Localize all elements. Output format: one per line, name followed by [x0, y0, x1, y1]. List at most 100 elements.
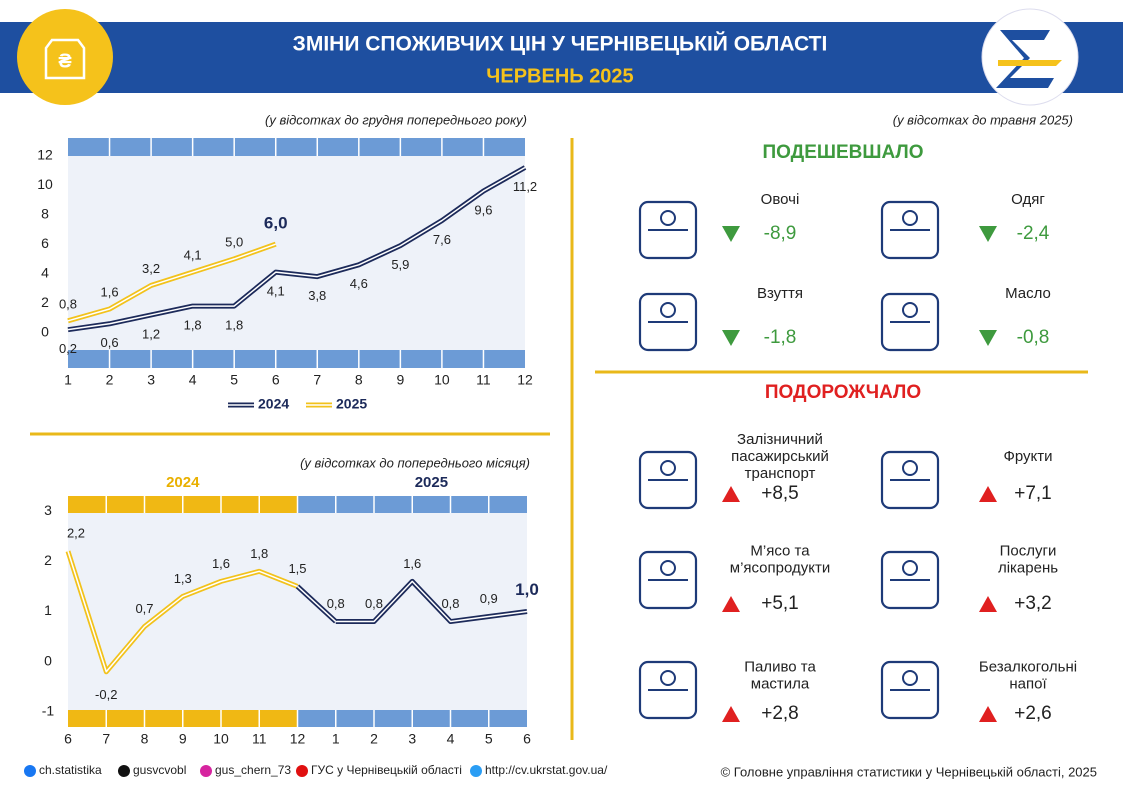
social-icon	[470, 765, 482, 777]
legend-label: 2024	[258, 396, 289, 412]
x-tick-label: 12	[517, 372, 533, 388]
data-label: 1,8	[184, 318, 202, 333]
item-icon	[638, 292, 698, 352]
data-label: 5,9	[391, 257, 409, 272]
item-name: Овочі	[761, 191, 800, 208]
hryvnia: ₴	[58, 50, 71, 72]
x-tick-label: 2	[370, 731, 378, 747]
item-icon	[638, 550, 698, 610]
series-line-highlight	[67, 243, 276, 322]
data-label: 9,6	[474, 203, 492, 218]
y-tick-label: 0	[41, 323, 49, 339]
y-tick-label: 8	[41, 205, 49, 221]
x-tick-label: 2	[106, 372, 114, 388]
section-title: ПОДОРОЖЧАЛО	[765, 382, 921, 403]
item-icon-detail	[902, 302, 918, 318]
trend-arrow	[979, 706, 997, 722]
x-tick-label: 11	[252, 731, 267, 747]
logo-stripe	[998, 60, 1062, 66]
data-label: 1,2	[142, 326, 160, 341]
data-label: 0,7	[135, 601, 153, 616]
header-band	[0, 22, 1123, 93]
item-icon-detail	[660, 560, 676, 576]
plot-area	[68, 138, 525, 368]
data-label: 1,8	[250, 546, 268, 561]
item-icon-detail	[660, 210, 676, 226]
trend-arrow	[722, 596, 740, 612]
trend-arrow	[722, 486, 740, 502]
trend-arrow	[979, 486, 997, 502]
footer-link: ГУС у Чернівецькій області	[311, 763, 462, 777]
item-name: Паливо та	[744, 658, 816, 675]
legend-label: 2025	[336, 396, 367, 412]
subtitle: ЧЕРВЕНЬ 2025	[486, 65, 633, 87]
data-label: 1,5	[288, 561, 306, 576]
x-tick-label: 10	[213, 731, 229, 747]
item-value: +7,1	[1014, 483, 1052, 504]
item-name: лікарень	[998, 559, 1058, 576]
x-tick-label: 4	[447, 731, 455, 747]
item-value: +8,5	[761, 483, 799, 504]
data-label: 4,1	[267, 284, 285, 299]
data-label: 5,0	[225, 234, 243, 249]
x-tick-label: 6	[272, 372, 280, 388]
item-name: Залізничний	[737, 431, 823, 448]
series-line-highlight	[335, 580, 528, 623]
y-tick-label: 3	[44, 502, 52, 518]
data-label: 3,8	[308, 288, 326, 303]
header-icon	[17, 9, 113, 105]
y-tick-label: -1	[42, 703, 55, 719]
item-icon-detail	[660, 670, 676, 686]
item-name: Послуги	[1000, 542, 1057, 559]
x-tick-label: 8	[355, 372, 363, 388]
x-tick-label: 1	[64, 372, 72, 388]
data-label: 1,3	[174, 571, 192, 586]
connector-highlight	[296, 585, 337, 623]
data-label: 6,0	[264, 214, 288, 233]
item-icon	[880, 550, 940, 610]
y-tick-label: 2	[41, 294, 49, 310]
item-icon-detail	[660, 460, 676, 476]
trend-arrow	[722, 330, 740, 346]
item-icon	[638, 660, 698, 720]
data-label: 1,6	[101, 284, 119, 299]
item-name: м’ясопродукти	[730, 559, 831, 576]
x-tick-label: 10	[434, 372, 450, 388]
item-icon-detail	[660, 302, 676, 318]
x-tick-label: 1	[332, 731, 340, 747]
x-tick-label: 9	[396, 372, 404, 388]
data-label: 0,2	[59, 341, 77, 356]
x-tick-label: 3	[408, 731, 416, 747]
x-tick-label: 11	[476, 372, 491, 388]
x-tick-label: 6	[64, 731, 72, 747]
data-label: 0,8	[59, 296, 77, 311]
series-line-highlight	[67, 166, 526, 331]
item-name: Взуття	[757, 285, 803, 302]
data-label: 0,8	[365, 596, 383, 611]
item-value: +5,1	[761, 593, 799, 614]
x-tick-label: 7	[102, 731, 110, 747]
item-icon	[880, 660, 940, 720]
data-label: 1,8	[225, 318, 243, 333]
trend-arrow	[979, 596, 997, 612]
data-label: 11,2	[513, 179, 537, 194]
series-line-highlight	[67, 551, 298, 673]
item-value: -0,8	[1017, 327, 1050, 348]
item-name: пасажирський	[731, 448, 829, 465]
item-value: +2,6	[1014, 703, 1052, 724]
x-tick-label: 4	[189, 372, 197, 388]
data-label: 3,2	[142, 261, 160, 276]
item-icon	[638, 200, 698, 260]
panel-note: (у відсотках до травня 2025)	[893, 112, 1073, 127]
item-name: напої	[1009, 675, 1047, 692]
y-tick-label: 12	[37, 146, 53, 162]
social-icon	[296, 765, 308, 777]
x-tick-label: 5	[485, 731, 493, 747]
y-tick-label: 10	[37, 176, 53, 192]
item-name: мастила	[751, 675, 810, 692]
trend-arrow	[979, 330, 997, 346]
item-name: Безалкогольні	[979, 658, 1077, 675]
x-tick-label: 3	[147, 372, 155, 388]
item-name: М’ясо та	[750, 542, 810, 559]
